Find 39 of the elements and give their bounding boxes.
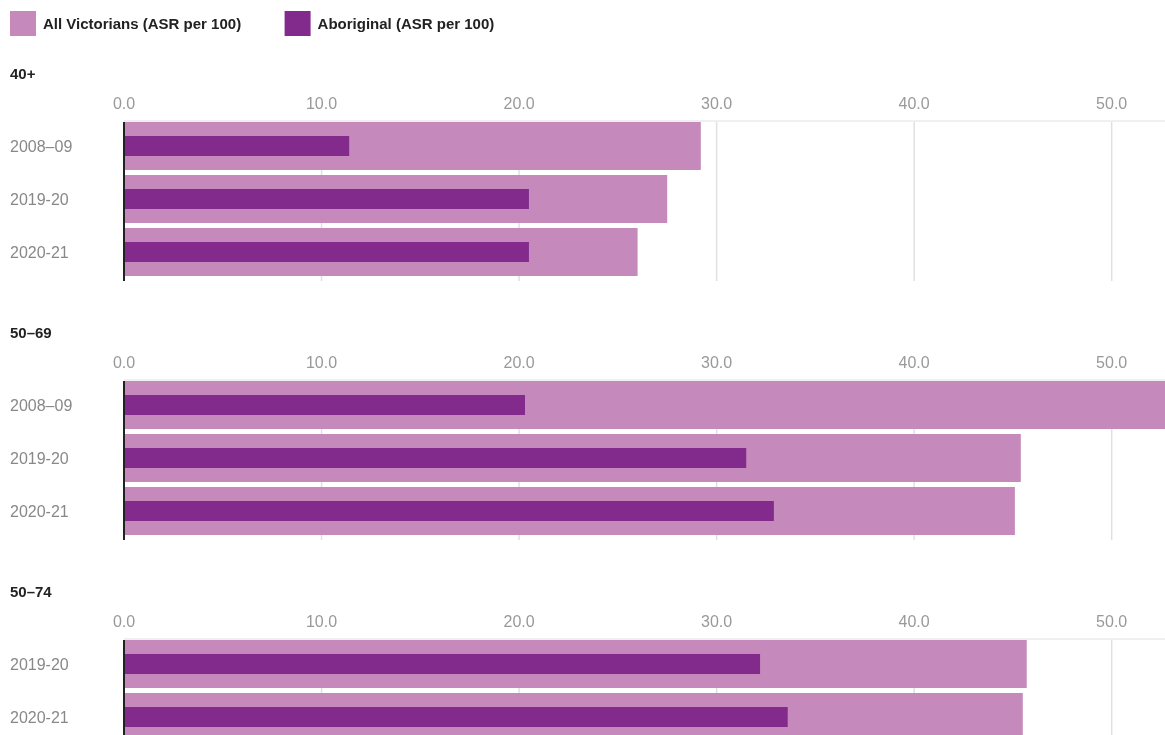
x-tick-label: 40.0 [898,354,930,371]
legend-label: Aboriginal (ASR per 100) [317,15,495,32]
bar [124,501,774,521]
x-tick-label: 30.0 [701,613,733,630]
x-tick-label: 10.0 [305,613,338,630]
x-tick-label: 0.0 [112,354,136,371]
x-tick-label: 50.0 [1096,613,1128,630]
x-tick-label: 0.0 [112,613,136,630]
y-tick-label: 2019-20 [10,656,69,673]
bar [124,242,529,262]
x-tick-label: 30.0 [701,95,733,112]
x-tick-label: 30.0 [701,354,733,371]
x-tick-label: 50.0 [1096,95,1128,112]
x-tick-label: 40.0 [898,95,930,112]
x-tick-label: 20.0 [503,354,535,371]
x-tick-label: 20.0 [503,95,535,112]
y-tick-label: 2020-21 [10,503,69,520]
y-tick-label: 2020-21 [10,709,69,726]
x-tick-label: 10.0 [305,354,338,371]
y-tick-label: 2019-20 [10,191,69,208]
bar [124,189,529,209]
x-tick-label: 50.0 [1096,354,1128,371]
bar [124,707,788,727]
x-tick-label: 10.0 [305,95,338,112]
y-tick-label: 2020-21 [10,244,69,261]
x-tick-label: 0.0 [112,95,136,112]
x-tick-label: 20.0 [503,613,535,630]
bar [124,448,747,468]
bar [124,654,761,674]
x-tick-label: 40.0 [898,613,930,630]
chart-title: 50–69 [10,324,52,341]
bar [124,136,350,156]
bar [124,395,525,415]
legend-label: All Victorians (ASR per 100) [43,15,242,32]
y-tick-label: 2008–09 [10,138,73,155]
y-tick-label: 2008–09 [10,397,73,414]
chart-title: 50–74 [10,583,53,600]
y-tick-label: 2019-20 [10,450,69,467]
chart-title: 40+ [10,65,36,82]
